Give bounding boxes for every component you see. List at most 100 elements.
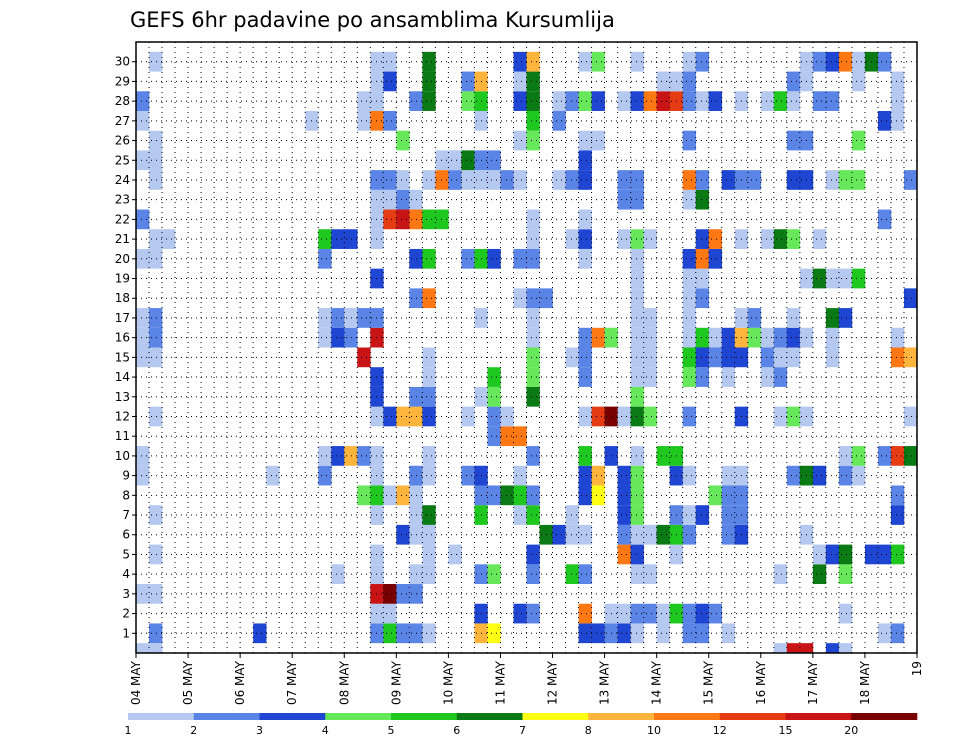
heatmap-cell: [682, 603, 697, 624]
heatmap-cell: [136, 110, 150, 131]
heatmap-cell: [526, 130, 540, 151]
heatmap-cell: [591, 485, 605, 506]
heatmap-cell: [487, 485, 501, 506]
heatmap-cell: [721, 347, 736, 368]
y-tick-label: 21: [115, 232, 130, 246]
heatmap-cell: [773, 347, 788, 368]
heatmap-cell: [396, 189, 410, 210]
heatmap-cell: [526, 603, 540, 624]
heatmap-cell: [682, 288, 697, 309]
heatmap-cell: [487, 150, 501, 171]
heatmap-cell: [838, 51, 853, 72]
heatmap-cell: [422, 386, 436, 407]
heatmap-cell: [656, 603, 670, 624]
heatmap-cell: [383, 170, 397, 190]
heatmap-cell: [656, 71, 670, 92]
heatmap-cell: [630, 505, 644, 525]
heatmap-cell: [344, 229, 358, 249]
heatmap-cell: [565, 505, 579, 525]
colorbar-swatch: [325, 713, 392, 720]
heatmap-cell: [903, 288, 918, 309]
heatmap-cell: [630, 603, 644, 624]
heatmap-cell: [747, 327, 762, 348]
x-tick-label: 08 MAY: [337, 660, 351, 705]
heatmap-cell: [149, 505, 163, 525]
heatmap-cell: [682, 465, 697, 486]
heatmap-cell: [838, 465, 853, 486]
heatmap-cell: [422, 91, 436, 111]
heatmap-cell: [682, 308, 697, 328]
heatmap-cell: [825, 308, 840, 328]
heatmap-cell: [591, 130, 605, 151]
heatmap-cell: [643, 367, 657, 387]
heatmap-cell: [461, 465, 475, 486]
heatmap-cell: [435, 170, 449, 190]
heatmap-cell: [812, 51, 827, 72]
heatmap-cell: [708, 485, 723, 506]
colorbar: 1 2 3 4 5 6 7 8 10 12 15 20: [125, 713, 918, 737]
heatmap-cell: [149, 130, 163, 151]
heatmap-cell: [578, 150, 592, 171]
heatmap-cell: [682, 524, 697, 545]
colorbar-tick-label: 12: [713, 724, 727, 737]
heatmap-cell: [526, 367, 540, 387]
heatmap-cell: [487, 426, 501, 447]
heatmap-cell: [578, 603, 592, 624]
heatmap-cell: [422, 248, 436, 269]
heatmap-cell: [617, 544, 631, 565]
heatmap-cell: [630, 248, 644, 269]
chart-title: GEFS 6hr padavine po ansamblima Kursumli…: [130, 8, 615, 32]
colorbar-tick-label: 4: [322, 724, 329, 737]
heatmap-cell: [773, 643, 788, 653]
x-tick-label: 06 MAY: [233, 660, 247, 705]
x-tick-label: 07 MAY: [285, 660, 299, 705]
heatmap-cell: [682, 51, 697, 72]
heatmap-cell: [747, 170, 762, 190]
heatmap-cell: [786, 327, 801, 348]
heatmap-cell: [630, 51, 644, 72]
heatmap-cell: [851, 51, 866, 72]
heatmap-cell: [695, 51, 710, 72]
heatmap-cell: [331, 327, 345, 348]
heatmap-cell: [903, 446, 918, 466]
heatmap-cell: [682, 71, 697, 92]
heatmap-cell: [422, 347, 436, 368]
heatmap-cell: [591, 465, 605, 486]
heatmap-cell: [578, 465, 592, 486]
heatmap-cell: [461, 71, 475, 92]
heatmap-cell: [877, 446, 892, 466]
heatmap-cell: [513, 426, 527, 447]
heatmap-cell: [890, 71, 905, 92]
heatmap-cell: [851, 170, 866, 190]
colorbar-tick-label: 5: [388, 724, 395, 737]
heatmap-cell: [825, 51, 840, 72]
heatmap-cell: [578, 327, 592, 348]
heatmap-cell: [149, 229, 163, 249]
heatmap-cell: [643, 308, 657, 328]
colorbar-tick-label: 15: [779, 724, 793, 737]
heatmap-cell: [643, 327, 657, 348]
heatmap-cell: [630, 347, 644, 368]
heatmap-cell: [357, 308, 371, 328]
heatmap-cell: [643, 229, 657, 249]
heatmap-cell: [565, 170, 579, 190]
heatmap-cell: [422, 71, 436, 92]
heatmap-cell: [630, 170, 644, 190]
heatmap-cell: [357, 446, 371, 466]
heatmap-cell: [422, 406, 436, 427]
heatmap-cell: [318, 229, 332, 249]
heatmap-cell: [773, 564, 788, 585]
heatmap-cell: [136, 446, 150, 466]
heatmap-cell: [656, 91, 670, 111]
heatmap-cell: [721, 485, 736, 506]
heatmap-cell: [708, 603, 723, 624]
heatmap-cell: [552, 170, 566, 190]
heatmap-cell: [448, 150, 462, 171]
heatmap-cell: [396, 524, 410, 545]
heatmap-cell: [526, 505, 540, 525]
heatmap-cell: [435, 150, 449, 171]
heatmap-cell: [513, 248, 527, 269]
heatmap-cell: [578, 91, 592, 111]
heatmap-cell: [565, 564, 579, 585]
